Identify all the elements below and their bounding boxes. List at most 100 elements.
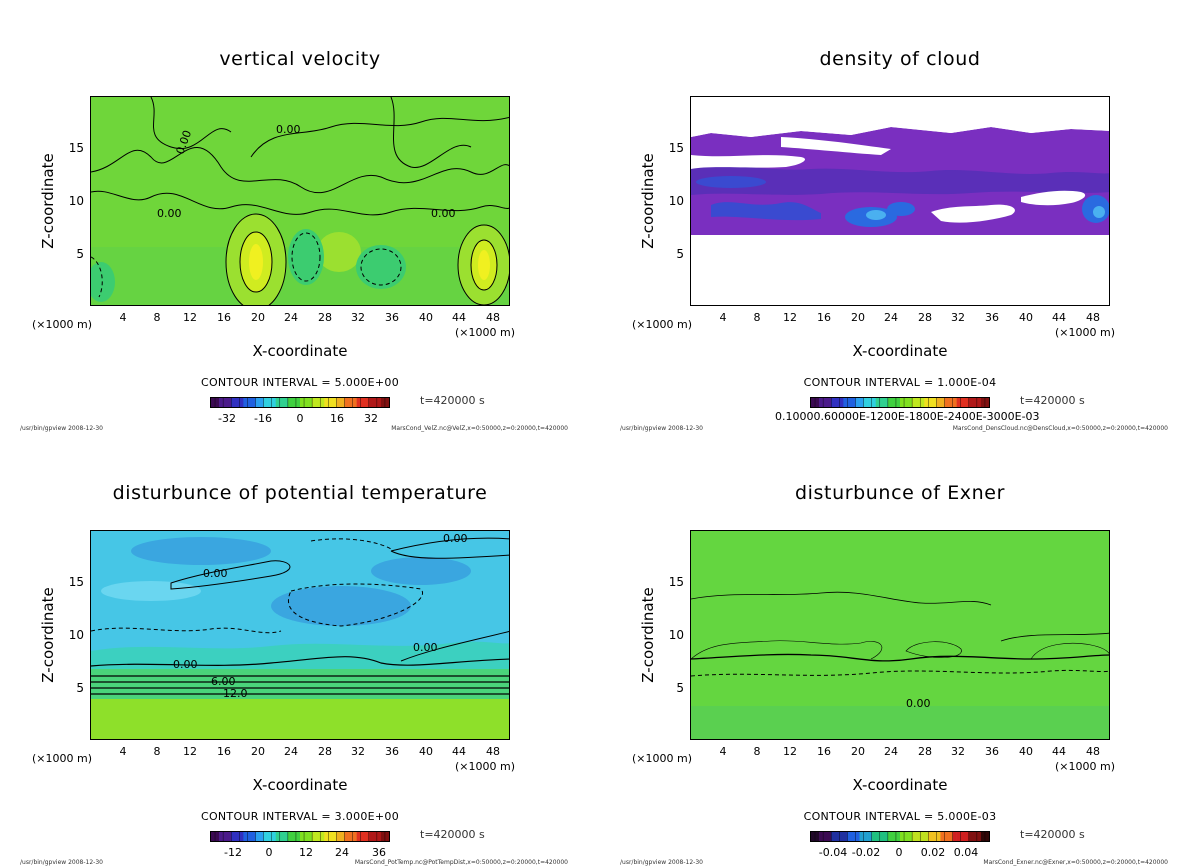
colorbar-segment: [932, 398, 937, 407]
colorbar-segment: [891, 832, 897, 841]
contour-line: [170, 560, 291, 590]
colorbar-segment: [279, 398, 285, 407]
cold-region: [131, 537, 271, 565]
colorbar-segment: [344, 398, 349, 407]
colorbar-gradient: [811, 832, 989, 841]
cloud-gap: [781, 137, 891, 155]
colorbar-segment: [863, 398, 868, 407]
colorbar-tick: -0.02: [851, 846, 881, 859]
x-tick-label: 16: [817, 745, 831, 758]
colorbar-segment: [304, 832, 309, 841]
panel-density-of-cloud: density of cloud Z-coordinate 5 10 15 4 …: [600, 0, 1200, 434]
colorbar-segment: [831, 832, 836, 841]
y-tick-label: 10: [668, 194, 684, 208]
colorbar-segment: [247, 832, 252, 841]
colorbar-segment: [900, 832, 905, 841]
cold-region: [271, 586, 411, 626]
colorbar-segment: [312, 832, 317, 841]
field-lower-band: [691, 706, 1109, 739]
colorbar-segment: [231, 832, 236, 841]
downdraft-1: [288, 229, 324, 285]
colorbar: [810, 831, 990, 842]
x-tick-label: 24: [284, 311, 298, 324]
colorbar-segment: [304, 398, 309, 407]
x-tick-label: 28: [918, 745, 932, 758]
colorbar-segment: [972, 398, 978, 407]
colorbar-segment: [887, 398, 893, 407]
x-tick-label: 48: [486, 311, 500, 324]
x-unit-label: (×1000 m): [32, 318, 93, 331]
x-tick-label: 36: [385, 311, 399, 324]
colorbar-segment: [928, 398, 933, 407]
colorbar-segment: [259, 398, 264, 407]
colorbar-segment: [316, 832, 321, 841]
colorbar-segment: [819, 398, 824, 407]
colorbar-segment: [320, 832, 325, 841]
cloud-dense: [696, 176, 766, 188]
colorbar-segment: [271, 832, 277, 841]
panel-potential-temperature: disturbunce of potential temperature 0.0…: [0, 434, 600, 868]
y-tick-label: 15: [68, 575, 84, 589]
x-tick-label: 4: [119, 311, 127, 324]
colorbar-segment: [372, 832, 378, 841]
colorbar-segment: [340, 398, 345, 407]
colorbar-segment: [295, 832, 301, 841]
colorbar-segment: [895, 832, 901, 841]
heatmap-field: [691, 97, 1109, 305]
colorbar-segment: [336, 832, 341, 841]
footer-right: MarsCond_Exner.nc@Exner,x=0:50000,z=0:20…: [983, 859, 1168, 866]
colorbar-segment: [867, 832, 872, 841]
colorbar-segment: [211, 398, 216, 407]
chart-title: vertical velocity: [219, 48, 381, 70]
colorbar-segment: [827, 832, 832, 841]
colorbar-segment: [924, 398, 929, 407]
colorbar-segment: [352, 832, 357, 841]
contour-line-negative: [288, 583, 424, 627]
colorbar-tick: 0: [895, 846, 903, 859]
contour-label: 12.0: [223, 687, 248, 700]
x-unit-label: (×1000 m): [1055, 760, 1116, 773]
colorbar-segment: [835, 398, 840, 407]
y-tick-label: 5: [676, 247, 684, 261]
colorbar-segment: [283, 832, 289, 841]
colorbar-segment: [324, 832, 329, 841]
contour-line: [250, 116, 509, 158]
footer-right: MarsCond_VelZ.nc@VelZ,x=0:50000,z=0:2000…: [391, 425, 568, 432]
downdraft-2: [356, 245, 406, 289]
x-tick-label: 8: [153, 311, 161, 324]
colorbar-segment: [831, 398, 836, 407]
y-tick-label: 5: [76, 247, 84, 261]
colorbar-segment: [823, 398, 828, 407]
y-tick-label: 15: [668, 575, 684, 589]
colorbar-segment: [956, 398, 961, 407]
colorbar-segment: [811, 832, 816, 841]
colorbar-segment: [300, 832, 305, 841]
x-tick-label: 20: [251, 311, 265, 324]
colorbar-segment: [891, 398, 897, 407]
colorbar-segment: [964, 832, 970, 841]
colorbar-tick: 0: [265, 846, 273, 859]
plot-area: 0.00: [690, 530, 1110, 740]
heatmap-field: 0.00 0.00 0.00 0.00 6.00 12.0: [91, 531, 509, 739]
contour-line: [400, 630, 509, 662]
x-tick-label: 12: [183, 311, 197, 324]
colorbar-segment: [855, 398, 860, 407]
panel-vertical-velocity: vertical velocity: [0, 0, 600, 434]
colorbar-segment: [255, 832, 260, 841]
colorbar-segment: [291, 832, 297, 841]
colorbar-segment: [924, 832, 929, 841]
colorbar-segment: [344, 832, 349, 841]
colorbar-tick: -16: [254, 412, 272, 425]
colorbar-segment: [328, 832, 333, 841]
colorbar-segment: [352, 398, 357, 407]
contour-interval: CONTOUR INTERVAL = 1.000E-04: [803, 376, 997, 389]
colorbar-tick: 0.02: [920, 846, 946, 859]
colorbar-segment: [360, 398, 366, 407]
colorbar-segment: [968, 832, 974, 841]
colorbar-segment: [223, 832, 228, 841]
cloud-dense: [711, 202, 821, 221]
colorbar-segment: [964, 398, 970, 407]
colorbar-segment: [332, 832, 337, 841]
colorbar-segment: [875, 398, 881, 407]
x-unit-label: (×1000 m): [32, 752, 93, 765]
